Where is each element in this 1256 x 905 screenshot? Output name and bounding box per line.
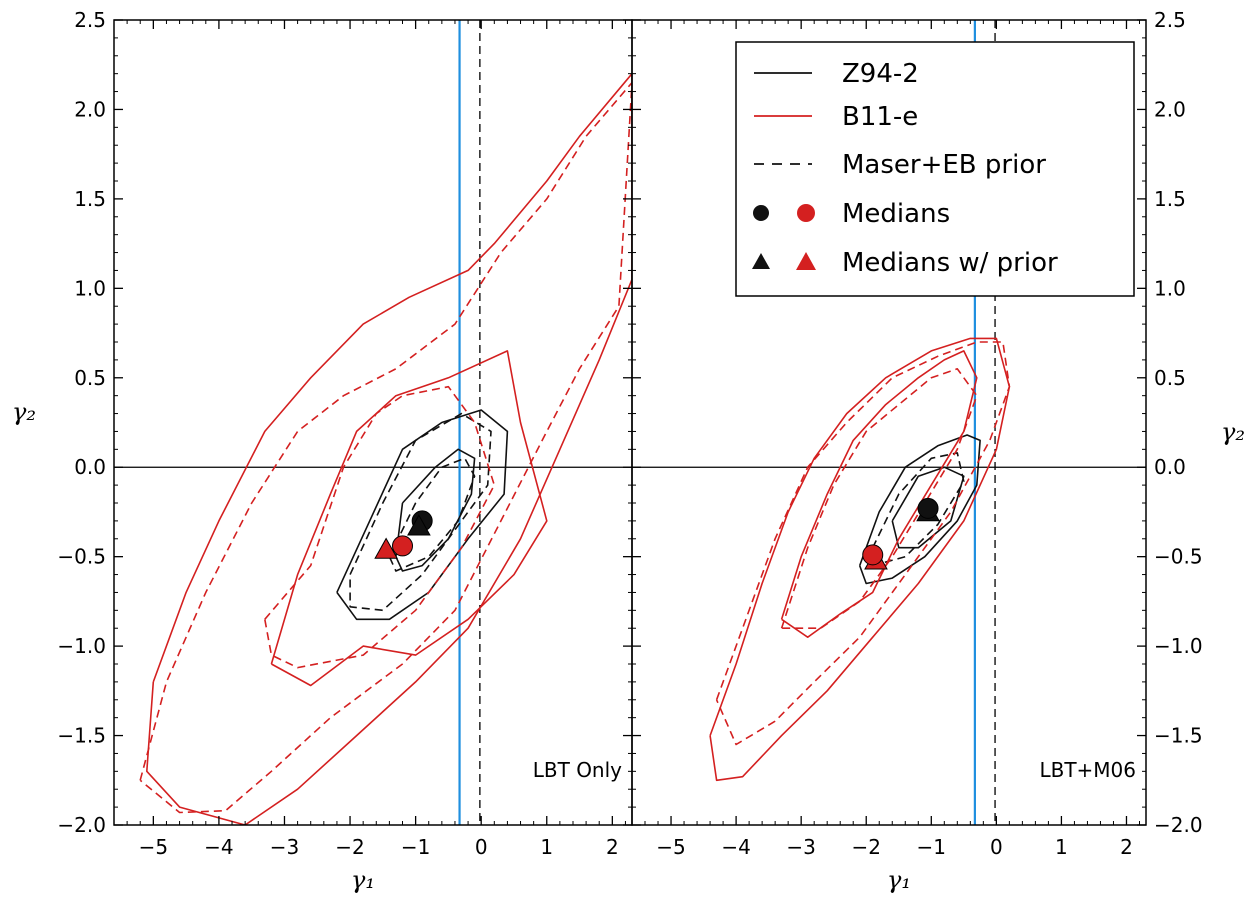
y-tick-label: 2.0: [1154, 97, 1186, 121]
contour-b11-e-solid: [270, 350, 548, 687]
x-tick-label: 2: [606, 835, 619, 859]
y-tick-label: 0.0: [1154, 455, 1186, 479]
legend-circle-red: [797, 204, 815, 222]
median-triangle-z94-2: [407, 514, 431, 536]
x-tick-label: −2: [851, 835, 880, 859]
x-tick-label: 0: [475, 835, 488, 859]
contour-z94-2-solid: [891, 466, 965, 549]
x-tick-label: 1: [540, 835, 553, 859]
y-tick-label: −1.0: [57, 634, 106, 658]
legend-box: [735, 41, 1135, 297]
x-tick-label: −5: [139, 835, 168, 859]
y-tick-label: 0.5: [1154, 366, 1186, 390]
median-circle-b11-e: [392, 535, 414, 557]
x-tick-label: −2: [335, 835, 364, 859]
x-tick-label: −1: [917, 835, 946, 859]
y-tick-label: −2.0: [57, 813, 106, 837]
legend-circle-black: [753, 205, 769, 221]
y-tick-label: 0.5: [74, 366, 106, 390]
plot-area: [114, 20, 632, 825]
y-tick-label: 1.0: [1154, 276, 1186, 300]
y-tick-label: 1.5: [74, 187, 106, 211]
legend-triangle-black: [752, 253, 770, 269]
x-tick-label: 1: [1055, 835, 1068, 859]
x-tick-label: −4: [721, 835, 750, 859]
y-tick-label: −0.5: [57, 545, 106, 569]
y-tick-label: 2.0: [74, 97, 106, 121]
y-tick-label: −2.0: [1154, 813, 1203, 837]
x-axis-label: γ₁: [351, 866, 375, 894]
legend-label: Medians: [842, 199, 950, 229]
contour-z94-2-dashed: [871, 452, 965, 567]
y-tick-label: 0.0: [74, 455, 106, 479]
y-tick-label: 1.0: [74, 276, 106, 300]
legend-triangle-red: [796, 252, 816, 270]
contour-b11-e-solid: [146, 72, 632, 825]
median-circle-b11-e: [862, 544, 884, 566]
x-tick-label: 2: [1120, 835, 1133, 859]
panel-lbt-only: −5 −4 −3 −2 −1 0 1 2 −2.0 −1.5 −1.0 −0.5 0.0 0.5 1.0 1.…: [12, 8, 633, 894]
x-tick-label: −4: [204, 835, 233, 859]
contour-b11-e-dashed: [715, 341, 1011, 746]
legend-label: Medians w/ prior: [842, 248, 1058, 278]
y-tick-label: 1.5: [1154, 187, 1186, 211]
contour-b11-e-dashed: [780, 368, 978, 629]
x-tick-label: −3: [270, 835, 299, 859]
panel-label: LBT+M06: [1039, 758, 1136, 782]
y-tick-label: −1.5: [1154, 724, 1203, 748]
contour-b11-e-solid: [780, 350, 978, 638]
y-tick-label: −1.5: [57, 724, 106, 748]
legend-label: B11-e: [842, 102, 918, 132]
y-tick-label: −1.0: [1154, 634, 1203, 658]
median-circle-z94-2: [917, 497, 939, 519]
contour-z94-2-dashed: [388, 457, 476, 572]
legend-label: Maser+EB prior: [842, 150, 1046, 180]
plot-frame: [631, 19, 1147, 826]
y-tick-label: 2.5: [1154, 8, 1186, 32]
median-triangle-b11-e: [374, 537, 398, 559]
x-tick-label: 0: [990, 835, 1003, 859]
contour-z94-2-solid: [395, 448, 476, 572]
x-tick-label: −1: [401, 835, 430, 859]
legend: Z94-2 B11-e Maser+EB prior Medians Medians w…: [735, 41, 1135, 297]
x-tick-label: −3: [786, 835, 815, 859]
contour-z94-2-dashed: [349, 412, 492, 612]
y-axis-label: γ₂: [1221, 418, 1245, 446]
plot-frame: [113, 19, 633, 826]
x-axis-label: γ₁: [887, 866, 911, 894]
contour-z94-2-solid: [336, 409, 509, 621]
contour-b11-e-dashed: [264, 385, 496, 669]
y-tick-label: −0.5: [1154, 545, 1203, 569]
x-tick-label: −5: [656, 835, 685, 859]
legend-label: Z94-2: [842, 59, 919, 89]
contour-b11-e-dashed: [139, 81, 632, 814]
contour-b11-e-solid: [709, 337, 1011, 782]
y-tick-label: 2.5: [74, 8, 106, 32]
y-axis-label: γ₂: [12, 398, 36, 426]
panel-label: LBT Only: [533, 758, 622, 782]
